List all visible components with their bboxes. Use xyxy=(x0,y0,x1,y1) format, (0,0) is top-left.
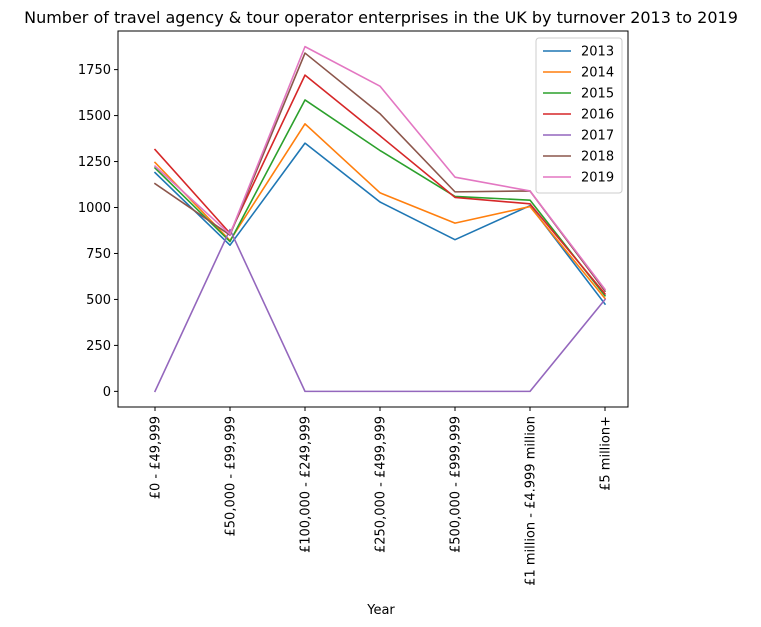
x-tick-label: £0 - £49,999 xyxy=(149,416,164,499)
legend-label-2013: 2013 xyxy=(581,45,614,60)
legend-label-2019: 2019 xyxy=(581,171,614,186)
x-tick-label: £50,000 - £99,999 xyxy=(224,416,239,536)
legend-box xyxy=(535,37,623,194)
legend-label-2014: 2014 xyxy=(581,66,614,81)
legend-label-2018: 2018 xyxy=(581,150,614,165)
series-line-2013 xyxy=(153,142,607,306)
x-axis: £0 - £49,999 £50,000 - £99,999 £100,000 - … xyxy=(149,407,614,586)
y-tick-label: 0 xyxy=(103,385,111,400)
legend: 2013 2014 2015 2016 2017 2018 2019 xyxy=(535,37,623,194)
y-tick-label: 1250 xyxy=(78,155,111,170)
plot-area xyxy=(117,30,629,408)
y-tick-label: 1500 xyxy=(78,109,111,124)
plot-area-border xyxy=(117,30,629,408)
legend-label-2017: 2017 xyxy=(581,129,614,144)
y-tick-label: 1750 xyxy=(78,63,111,78)
legend-label-2016: 2016 xyxy=(581,108,614,123)
legend-label-2015: 2015 xyxy=(581,87,614,102)
x-tick-label: £500,000 - £999,999 xyxy=(449,416,464,553)
y-axis: 0 250 500 750 1000 1250 1500 1750 xyxy=(78,63,118,400)
y-tick-label: 500 xyxy=(86,293,111,308)
x-tick-label: £250,000 - £499,999 xyxy=(374,416,389,553)
series-line-2019 xyxy=(153,45,607,291)
y-tick-label: 750 xyxy=(86,247,111,262)
x-tick-label: £100,000 - £249,999 xyxy=(299,416,314,553)
series-line-2015 xyxy=(153,99,607,297)
x-axis-label: Year xyxy=(366,603,395,618)
x-tick-label: £5 million+ xyxy=(599,416,614,491)
series-layer xyxy=(153,45,607,393)
x-tick-label: £1 million - £4.999 million xyxy=(524,416,539,586)
series-line-2017 xyxy=(153,228,607,393)
y-tick-label: 1000 xyxy=(78,201,111,216)
chart-title: Number of travel agency & tour operator … xyxy=(24,8,738,27)
y-tick-label: 250 xyxy=(86,339,111,354)
